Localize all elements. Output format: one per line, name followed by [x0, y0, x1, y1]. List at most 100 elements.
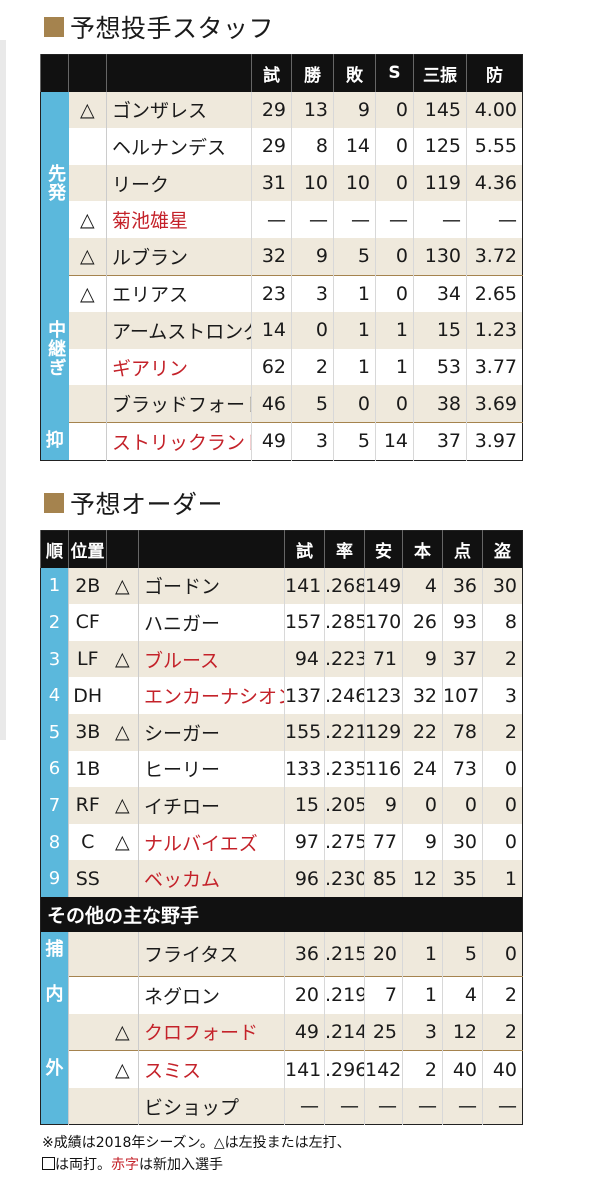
stat-h: 71 [364, 640, 403, 678]
stat-hr: 32 [402, 677, 443, 714]
pitching-header-row: 試 勝 敗 S 三振 防 [40, 54, 523, 92]
batting-order-number: 5 [40, 713, 69, 751]
header-blank [106, 530, 139, 568]
stat-s: 0 [375, 237, 414, 276]
stat-era: 4.36 [466, 164, 523, 202]
stat-w: 3 [291, 421, 334, 461]
position: SS [68, 860, 107, 897]
stat-avg: — [324, 1087, 365, 1125]
lefty-mark [68, 421, 107, 461]
pitcher-row: リーク 31 10 10 0 119 4.36 [41, 164, 523, 202]
stat-s: — [375, 201, 414, 238]
stat-sb: 0 [482, 931, 523, 977]
lefty-mark: △ [106, 567, 139, 605]
position: RF [68, 787, 107, 824]
stat-avg: .296 [324, 1050, 365, 1088]
player-name: ベッカム [138, 860, 285, 897]
player-name: ビショップ [138, 1087, 285, 1125]
player-name: イチロー [138, 787, 285, 824]
pitcher-row: ギアリン 62 2 1 1 53 3.77 [41, 348, 523, 386]
stat-h: 20 [364, 931, 403, 977]
header-blank [40, 54, 69, 92]
stat-h: 77 [364, 823, 403, 861]
footnote-line2-pre: は両打。 [55, 1157, 111, 1173]
stat-rbi: 5 [442, 931, 483, 977]
lineup-row: 9 SS ベッカム 96.230 85 12 35 1 [40, 860, 523, 897]
title-square-icon [44, 17, 64, 37]
stat-g: 20 [284, 976, 325, 1014]
position: CF [68, 604, 107, 641]
stat-hr: 12 [402, 860, 443, 897]
stat-g: 157 [284, 604, 325, 641]
stat-era: 2.65 [466, 274, 523, 313]
stat-era: 1.23 [466, 312, 523, 349]
stat-h: 142 [364, 1050, 403, 1088]
lefty-mark [68, 312, 107, 349]
stat-w: 5 [291, 385, 334, 423]
stat-so: — [413, 201, 467, 238]
header-avg: 率 [324, 530, 365, 568]
stat-h: 129 [364, 713, 403, 751]
order-title-text: 予想オーダー [70, 490, 224, 519]
stat-avg: .285 [324, 604, 365, 641]
batting-order-number: 4 [40, 677, 69, 714]
stat-h: — [364, 1087, 403, 1125]
stat-rbi: 30 [442, 823, 483, 861]
position: C [68, 823, 107, 861]
stat-w: 0 [291, 312, 334, 349]
position: 2B [68, 567, 107, 605]
player-name: エリアス [106, 274, 252, 313]
header-saves: S [375, 54, 414, 92]
player-name: ゴンザレス [106, 91, 252, 129]
stat-rbi: 35 [442, 860, 483, 897]
player-name: フライタス [138, 931, 285, 977]
stat-g: 155 [284, 713, 325, 751]
lefty-mark [106, 860, 139, 897]
pitching-table: 試 勝 敗 S 三振 防 先発 △ ゴンザレス 29 13 9 0 145 4.00 ヘルナンデス… [40, 54, 523, 461]
stat-rbi: 93 [442, 604, 483, 641]
stat-so: 38 [413, 385, 467, 423]
pitcher-row: 先発 △ ゴンザレス 29 13 9 0 145 4.00 [40, 91, 523, 276]
stat-sb: 2 [482, 640, 523, 678]
stat-w: — [291, 201, 334, 238]
stat-rbi: 78 [442, 713, 483, 751]
stat-hr: 0 [402, 787, 443, 824]
lefty-mark: △ [106, 1013, 139, 1051]
position-blank [68, 1050, 107, 1088]
switch-hitter-box-icon [42, 1157, 55, 1170]
stat-h: 170 [364, 604, 403, 641]
stat-h: 149 [364, 567, 403, 605]
stat-g: 49 [284, 1013, 325, 1051]
stat-l: 1 [333, 274, 376, 313]
footnote: ※成績は2018年シーズン。△は左投または左打、 は両打。赤字は新加入選手 [42, 1132, 351, 1176]
lefty-mark [68, 164, 107, 202]
header-blank [68, 54, 107, 92]
header-wins: 勝 [291, 54, 334, 92]
stat-rbi: 40 [442, 1050, 483, 1088]
player-name: ルブラン [106, 237, 252, 276]
stat-g: 31 [251, 164, 292, 202]
stat-g: 15 [284, 787, 325, 824]
stat-so: 15 [413, 312, 467, 349]
batting-order-number: 9 [40, 860, 69, 897]
pitching-section-title: 予想投手スタッフ [44, 10, 274, 44]
player-name: スミス [138, 1050, 285, 1088]
lefty-mark: △ [106, 640, 139, 678]
stat-s: 0 [375, 128, 414, 165]
stat-g: 62 [251, 348, 292, 386]
stat-era: 3.72 [466, 237, 523, 276]
pitcher-row: △ 菊池雄星 — — — — — — [41, 201, 523, 238]
footnote-red-word: 赤字 [111, 1157, 139, 1173]
footnote-line2: は両打。赤字は新加入選手 [42, 1154, 351, 1176]
stat-rbi: 4 [442, 976, 483, 1014]
position-blank [68, 1013, 107, 1051]
stat-avg: .214 [324, 1013, 365, 1051]
stat-era: 3.97 [466, 421, 523, 461]
stat-sb: 2 [482, 713, 523, 751]
player-name: リーク [106, 164, 252, 202]
header-position: 位置 [68, 530, 107, 568]
stat-g: 23 [251, 274, 292, 313]
group-label-catcher: 捕 [40, 931, 69, 977]
pitcher-row: 中継ぎ △ エリアス 23 3 1 0 34 2.65 [40, 274, 523, 423]
stat-g: 137 [284, 677, 325, 714]
